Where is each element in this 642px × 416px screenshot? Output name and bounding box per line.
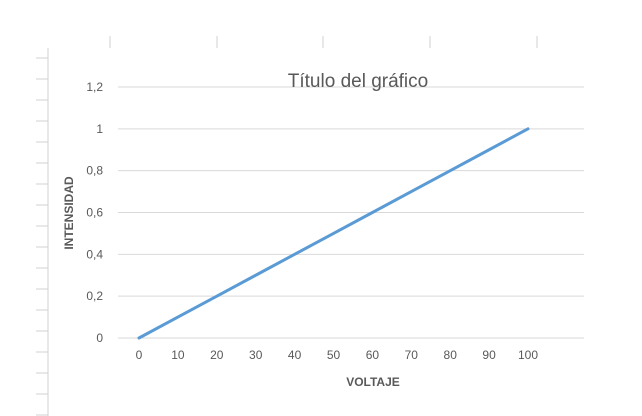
horizontal-gridlines [118,86,584,339]
y-tick-label: 0,4 [86,247,103,261]
y-tick-label: 0 [96,331,103,345]
x-tick-label: 70 [405,348,419,362]
x-tick-label: 10 [171,348,185,362]
x-tick-label: 50 [327,348,341,362]
y-tick-label: 0,6 [86,206,103,220]
y-tick-label: 1,2 [86,80,103,94]
x-tick-label: 60 [366,348,380,362]
x-axis-tick-labels: 0 10 20 30 40 50 60 70 80 90 100 [136,348,539,362]
y-axis-title[interactable]: INTENSIDAD [62,176,76,250]
y-tick-label: 1 [96,122,103,136]
y-axis-tick-labels: 0 0,2 0,4 0,6 0,8 1 1,2 [86,80,103,345]
x-tick-label: 20 [210,348,224,362]
x-tick-label: 30 [249,348,263,362]
x-tick-label: 40 [288,348,302,362]
x-tick-label: 80 [444,348,458,362]
worksheet-background [36,36,538,416]
y-tick-label: 0,2 [86,289,103,303]
x-tick-label: 0 [136,348,143,362]
chart-title[interactable]: Título del gráfico [288,71,428,92]
x-tick-label: 100 [518,348,538,362]
x-axis-title[interactable]: VOLTAJE [346,375,400,389]
y-tick-label: 0,8 [86,164,103,178]
data-series [137,127,530,340]
x-tick-label: 90 [482,348,496,362]
